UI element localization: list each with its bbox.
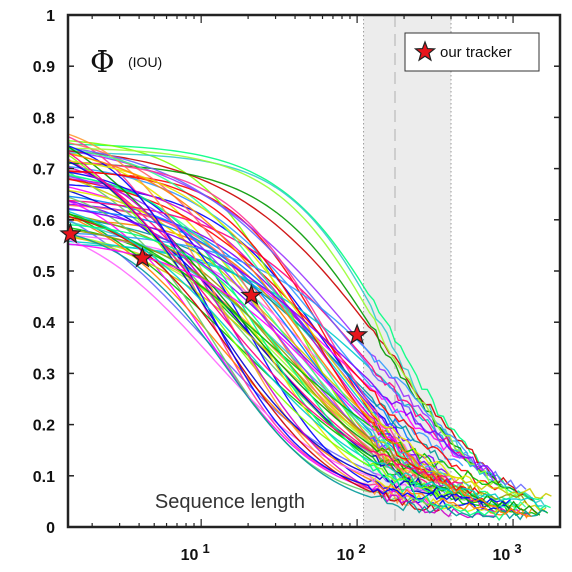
y-tick-label: 1 <box>46 8 55 25</box>
tracker-curve <box>68 235 552 500</box>
y-tick-label: 0.3 <box>33 366 55 383</box>
our-tracker-star <box>345 323 369 345</box>
tracker-curve <box>68 166 497 519</box>
y-tick-label: 0 <box>46 520 55 537</box>
x-tick-label: 10 2 <box>337 541 366 564</box>
tracker-curve <box>68 151 464 486</box>
y-tick-label: 0.7 <box>33 162 55 179</box>
tracker-curve <box>68 223 505 522</box>
tracker-curve <box>68 210 543 507</box>
phi-symbol: Φ <box>90 45 115 80</box>
our-tracker-star <box>240 283 263 306</box>
tracker-curve <box>68 232 548 521</box>
y-tick-label: 0.1 <box>33 469 55 486</box>
x-axis-label: Sequence length <box>155 491 305 513</box>
legend-label: our tracker <box>440 44 512 61</box>
tracker-curve <box>68 145 512 505</box>
tracker-curve <box>68 243 400 452</box>
y-tick-label: 0.6 <box>33 213 55 230</box>
y-tick-label: 0.2 <box>33 418 55 435</box>
legend-star <box>413 40 437 62</box>
x-tick-label: 10 3 <box>493 541 522 564</box>
tracker-curve <box>68 170 480 495</box>
tracker-curve <box>68 189 501 514</box>
y-tick-label: 0.4 <box>33 315 55 332</box>
tracker-curve <box>68 215 538 519</box>
tracker-curve <box>68 153 532 517</box>
metric-label: (IOU) <box>128 54 162 70</box>
our-tracker-star <box>131 246 154 268</box>
tracker-curve <box>68 143 551 511</box>
y-tick-label: 0.5 <box>33 264 55 281</box>
legend: our tracker <box>404 32 540 72</box>
tracker-curve <box>68 162 516 491</box>
y-tick-label: 0.8 <box>33 110 55 127</box>
tracker-curve <box>68 195 415 442</box>
tracker-curve <box>68 207 498 481</box>
x-tick-label: 10 1 <box>181 541 210 564</box>
y-tick-label: 0.9 <box>33 59 55 76</box>
tracker-curve <box>68 147 521 500</box>
tracker-curve <box>68 199 465 460</box>
our-tracker-star <box>59 222 82 244</box>
